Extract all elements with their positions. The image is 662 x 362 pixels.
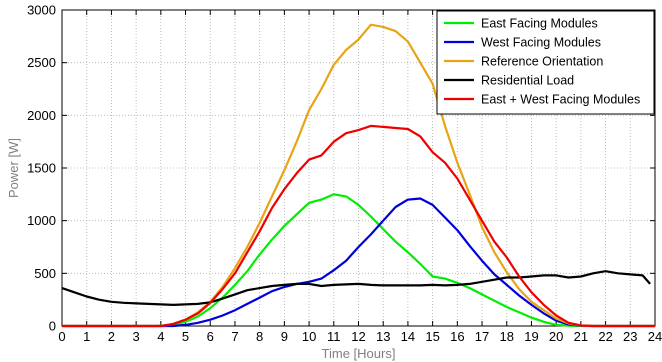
x-tick-label: 9 — [281, 329, 288, 344]
x-tick-label: 5 — [182, 329, 189, 344]
series-lines — [61, 23, 655, 328]
legend-label-0: East Facing Modules — [481, 17, 598, 31]
x-tick-label: 19 — [524, 329, 538, 344]
x-tick-label: 10 — [302, 329, 316, 344]
y-tick-label: 1000 — [27, 213, 56, 228]
x-tick-label: 18 — [500, 329, 514, 344]
series-line-4 — [62, 124, 655, 328]
y-axis-title: Power [W] — [6, 138, 21, 198]
y-tick-label: 3000 — [27, 3, 56, 18]
x-tick-label: 24 — [648, 329, 662, 344]
x-tick-label: 2 — [108, 329, 115, 344]
legend-label-2: Reference Orientation — [481, 55, 603, 69]
series-line-2 — [62, 23, 655, 328]
x-axis-title: Time [Hours] — [322, 346, 396, 361]
legend-label-1: West Facing Modules — [481, 36, 601, 50]
x-tick-label: 0 — [58, 329, 65, 344]
x-tick-label: 22 — [598, 329, 612, 344]
legend: East Facing Modules West Facing Modules Re… — [436, 10, 655, 115]
legend-items: East Facing Modules West Facing Modules Re… — [444, 17, 640, 107]
x-tick-label: 15 — [425, 329, 439, 344]
x-tick-label: 6 — [207, 329, 214, 344]
x-tick-label: 1 — [83, 329, 90, 344]
x-tick-label: 12 — [351, 329, 365, 344]
y-tick-label: 500 — [34, 266, 56, 281]
x-tick-label: 23 — [623, 329, 637, 344]
x-tick-label: 3 — [133, 329, 140, 344]
y-tick-labels: 0 500 1000 1500 2000 2500 3000 — [27, 3, 56, 334]
x-tick-label: 17 — [475, 329, 489, 344]
legend-label-3: Residential Load — [481, 74, 574, 88]
x-tick-label: 14 — [401, 329, 415, 344]
series-line-3 — [61, 270, 651, 306]
x-tick-label: 16 — [450, 329, 464, 344]
x-tick-label: 11 — [327, 329, 341, 344]
x-tick-label: 8 — [256, 329, 263, 344]
x-tick-label: 7 — [231, 329, 238, 344]
x-tick-label: 4 — [157, 329, 164, 344]
y-tick-label: 1500 — [27, 161, 56, 176]
legend-box — [436, 10, 655, 115]
x-tick-label: 13 — [376, 329, 390, 344]
x-tick-label: 21 — [574, 329, 588, 344]
y-tick-label: 2500 — [27, 55, 56, 70]
series-line-1 — [62, 197, 655, 328]
y-tick-label: 0 — [49, 319, 56, 334]
y-tick-label: 2000 — [27, 108, 56, 123]
legend-label-4: East + West Facing Modules — [481, 93, 640, 107]
x-tick-label: 20 — [549, 329, 563, 344]
x-tick-labels: 0 1 2 3 4 5 6 7 8 9 10 11 12 13 14 15 16 17 18 19 20 21 22 23 24 — [58, 329, 662, 344]
